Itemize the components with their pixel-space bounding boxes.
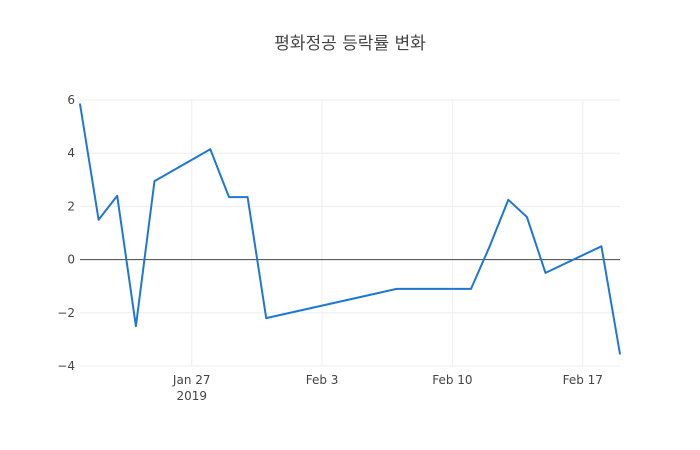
y-tick-label: 4 <box>67 146 75 160</box>
y-tick-label: 0 <box>67 253 75 267</box>
data-point <box>116 194 119 197</box>
data-point <box>395 288 398 290</box>
data-point <box>228 196 230 198</box>
x-tick-label: Feb 17 <box>563 373 603 387</box>
data-point <box>544 272 547 274</box>
y-tick-label: −4 <box>57 359 75 373</box>
y-tick-label: −2 <box>57 306 75 320</box>
data-point <box>135 325 137 327</box>
data-point <box>507 198 510 201</box>
grid <box>80 99 620 367</box>
data-point <box>619 353 621 355</box>
series-layer <box>79 103 621 355</box>
x-tick-label: Feb 3 <box>306 373 339 387</box>
data-point <box>265 317 268 319</box>
x-tick-label: Feb 10 <box>432 373 472 387</box>
x-tick-label: Jan 27 <box>172 373 211 387</box>
data-point <box>79 103 81 105</box>
x-year-label: 2019 <box>176 389 207 403</box>
data-point <box>153 180 156 182</box>
data-point <box>600 245 603 248</box>
data-point <box>97 218 100 221</box>
data-point <box>209 148 212 151</box>
data-point <box>414 288 416 290</box>
data-point <box>246 196 249 198</box>
data-point <box>488 245 491 248</box>
series-line <box>79 103 621 355</box>
chart-title: 평화정공 등락률 변화 <box>274 34 426 54</box>
y-tick-label: 2 <box>67 199 75 213</box>
y-axis-ticks: 6 4 2 0 −2 −4 <box>57 93 75 373</box>
data-point <box>526 216 528 218</box>
x-axis-ticks: Jan 27 2019 Feb 3 Feb 10 Feb 17 <box>172 373 603 403</box>
y-tick-label: 6 <box>67 93 75 107</box>
data-point <box>470 288 472 290</box>
